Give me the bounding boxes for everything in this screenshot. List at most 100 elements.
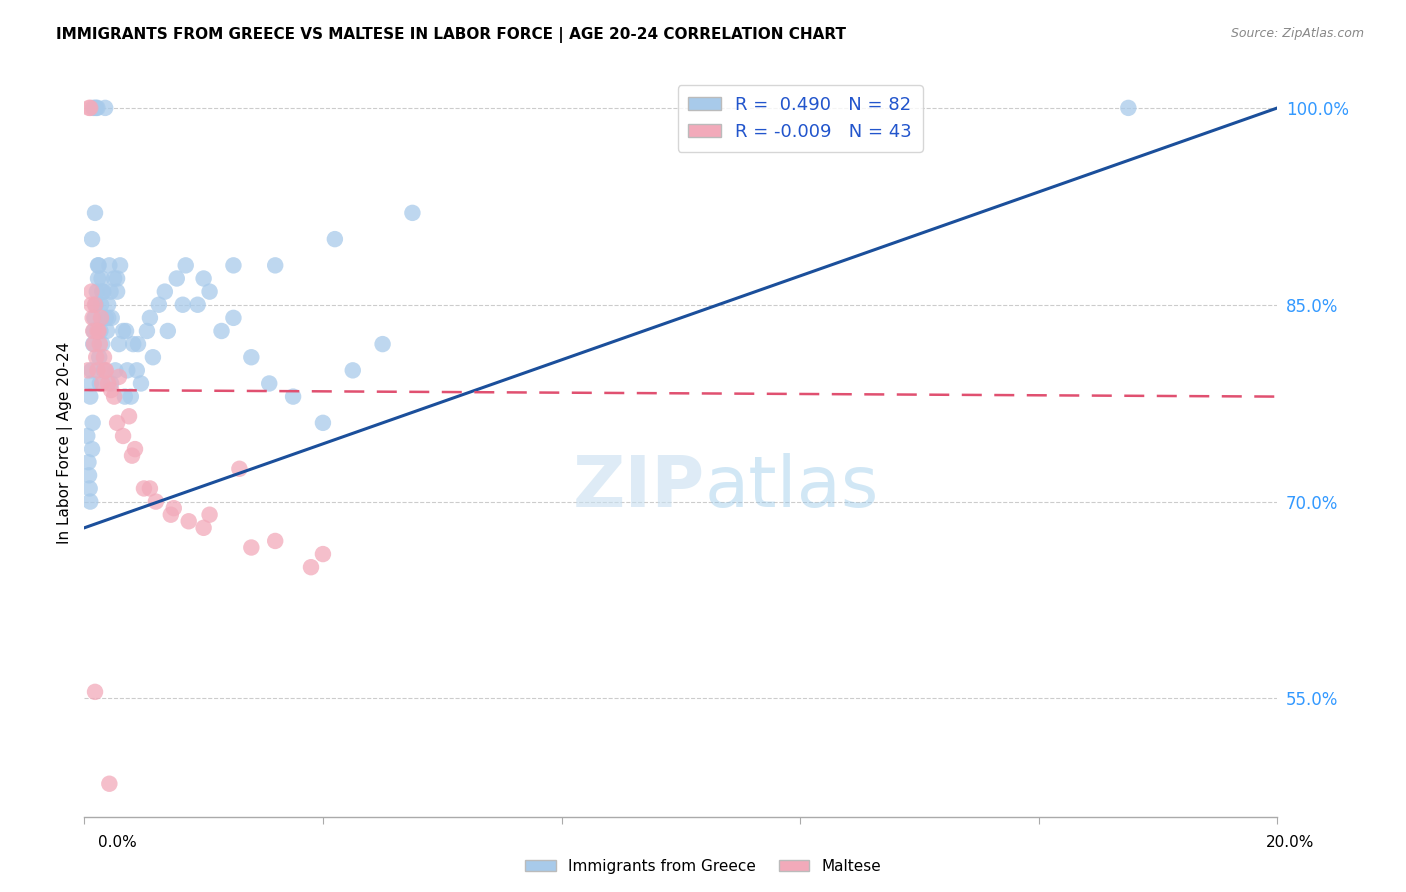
Point <box>80 298 103 312</box>
Point <box>312 416 335 430</box>
Point <box>121 449 143 463</box>
Point <box>84 298 107 312</box>
Point <box>84 298 107 312</box>
Text: atlas: atlas <box>704 453 879 522</box>
Point <box>105 285 128 299</box>
Point <box>108 370 131 384</box>
Point <box>108 337 131 351</box>
Point <box>159 508 181 522</box>
Point <box>90 298 112 312</box>
Point <box>163 501 186 516</box>
Point <box>79 390 101 404</box>
Point <box>100 285 122 299</box>
Point <box>198 285 221 299</box>
Point <box>80 442 103 456</box>
Point <box>86 324 108 338</box>
Point <box>112 324 135 338</box>
Point <box>77 468 100 483</box>
Point <box>93 363 115 377</box>
Point <box>371 337 394 351</box>
Point <box>122 337 145 351</box>
Point <box>84 101 107 115</box>
Point <box>83 310 105 325</box>
Point <box>96 324 118 338</box>
Point <box>153 285 176 299</box>
Point <box>94 310 117 325</box>
Point <box>100 310 122 325</box>
Point <box>100 376 122 391</box>
Point <box>129 376 152 391</box>
Y-axis label: In Labor Force | Age 20-24: In Labor Force | Age 20-24 <box>58 342 73 543</box>
Point <box>115 324 138 338</box>
Point <box>93 285 115 299</box>
Point <box>97 298 120 312</box>
Point <box>193 271 215 285</box>
Point <box>77 455 100 469</box>
Point <box>401 206 423 220</box>
Point <box>82 337 104 351</box>
Point <box>139 310 162 325</box>
Point <box>105 271 128 285</box>
Point <box>87 271 110 285</box>
Text: 20.0%: 20.0% <box>1267 836 1315 850</box>
Point <box>84 350 107 364</box>
Point <box>211 324 233 338</box>
Point <box>198 508 221 522</box>
Point <box>87 258 110 272</box>
Point <box>240 541 263 555</box>
Point <box>80 285 103 299</box>
Point <box>89 350 111 364</box>
Point <box>83 337 105 351</box>
Point <box>76 363 98 377</box>
Point <box>222 310 245 325</box>
Point <box>97 376 120 391</box>
Point <box>312 547 335 561</box>
Point <box>80 232 103 246</box>
Point <box>323 232 346 246</box>
Legend: Immigrants from Greece, Maltese: Immigrants from Greece, Maltese <box>519 853 887 880</box>
Point <box>80 376 103 391</box>
Point <box>156 324 179 338</box>
Point <box>84 685 107 699</box>
Point <box>98 777 121 791</box>
Point <box>82 324 104 338</box>
Point <box>172 298 194 312</box>
Point <box>103 390 125 404</box>
Point <box>136 324 159 338</box>
Point <box>281 390 304 404</box>
Point <box>127 337 149 351</box>
Point <box>91 285 114 299</box>
Legend: R =  0.490   N = 82, R = -0.009   N = 43: R = 0.490 N = 82, R = -0.009 N = 43 <box>678 85 922 152</box>
Point <box>89 337 111 351</box>
Point <box>90 310 112 325</box>
Point <box>264 533 287 548</box>
Point <box>97 310 120 325</box>
Point <box>93 350 115 364</box>
Point <box>83 324 105 338</box>
Point <box>76 429 98 443</box>
Point <box>98 258 121 272</box>
Point <box>264 258 287 272</box>
Point <box>148 298 170 312</box>
Point <box>177 514 200 528</box>
Point <box>79 494 101 508</box>
Point <box>89 324 111 338</box>
Point <box>103 271 125 285</box>
Text: 0.0%: 0.0% <box>98 836 138 850</box>
Point <box>342 363 364 377</box>
Point <box>91 337 114 351</box>
Point <box>86 285 108 299</box>
Point <box>174 258 197 272</box>
Point <box>257 376 280 391</box>
Point <box>80 363 103 377</box>
Point <box>84 206 107 220</box>
Point <box>125 363 148 377</box>
Point <box>84 101 107 115</box>
Point <box>87 258 110 272</box>
Point <box>82 416 104 430</box>
Point <box>112 429 135 443</box>
Point <box>166 271 188 285</box>
Point <box>222 258 245 272</box>
Point <box>86 101 108 115</box>
Point <box>100 383 122 397</box>
